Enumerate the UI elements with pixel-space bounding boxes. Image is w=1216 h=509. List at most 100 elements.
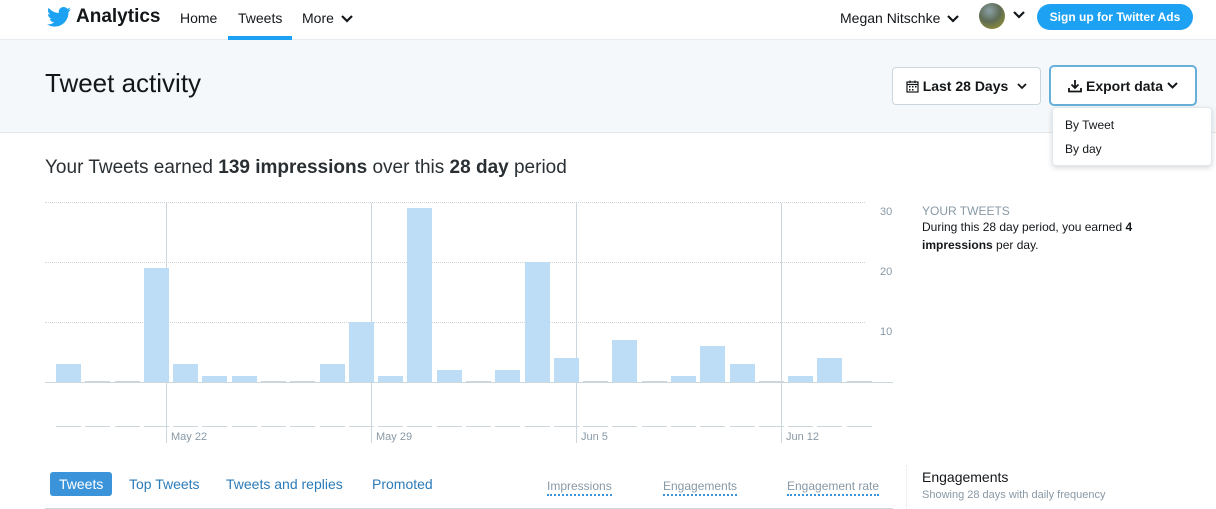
week-separator: [781, 203, 782, 443]
tab-promoted[interactable]: Promoted: [372, 476, 433, 492]
engagement-stub: [466, 426, 491, 427]
engagement-stub: [759, 426, 784, 427]
nav-active-indicator: [228, 36, 292, 40]
x-tick-label: Jun 12: [786, 431, 820, 443]
engagement-stub: [583, 426, 608, 427]
engagement-stub: [261, 426, 286, 427]
side-text-bold: impressions: [922, 238, 993, 252]
nav-tweets[interactable]: Tweets: [238, 10, 283, 26]
your-tweets-text: During this 28 day period, you earned 4 …: [922, 218, 1182, 254]
bar[interactable]: [85, 381, 110, 382]
week-separator: [576, 203, 577, 443]
engagement-stub: [642, 426, 667, 427]
bar[interactable]: [612, 340, 637, 382]
bar[interactable]: [290, 381, 315, 382]
engagement-stub: [437, 426, 462, 427]
engagement-stub: [320, 426, 345, 427]
date-range-button[interactable]: Last 28 Days: [892, 67, 1041, 105]
bar[interactable]: [349, 322, 374, 382]
tweet-tabs: Tweets Top Tweets Tweets and replies Pro…: [45, 470, 893, 509]
date-range-label: Last 28 Days: [922, 78, 1009, 94]
brand[interactable]: Analytics: [47, 6, 160, 28]
bar[interactable]: [817, 358, 842, 382]
bar[interactable]: [261, 381, 286, 382]
nav-more-label: More: [302, 10, 334, 26]
bar[interactable]: [407, 208, 432, 382]
x-tick-label: May 22: [171, 431, 208, 443]
user-menu[interactable]: Megan Nitschke: [840, 10, 960, 26]
chevron-down-icon: [1017, 82, 1027, 89]
engagement-stub: [847, 426, 872, 427]
bar[interactable]: [700, 346, 725, 382]
bar[interactable]: [437, 370, 462, 382]
engagement-stub: [173, 426, 198, 427]
x-axis-baseline: [45, 382, 893, 383]
bar[interactable]: [56, 364, 81, 382]
gridline: [45, 262, 865, 263]
summary-prefix: Your Tweets earned: [45, 157, 219, 178]
page-title: Tweet activity: [45, 68, 202, 98]
metric-impressions[interactable]: Impressions: [547, 479, 612, 496]
nav-home[interactable]: Home: [180, 10, 218, 26]
engagement-stub: [85, 426, 110, 427]
sign-up-ads-button[interactable]: Sign up for Twitter Ads: [1037, 4, 1193, 30]
divider: [906, 465, 907, 509]
bar[interactable]: [788, 376, 813, 382]
avatar[interactable]: [979, 3, 1005, 29]
engagement-stub: [290, 426, 315, 427]
tab-top-tweets[interactable]: Top Tweets: [129, 476, 200, 492]
bar[interactable]: [115, 381, 140, 382]
avatar-chevron-down-icon[interactable]: [1013, 11, 1025, 19]
side-text-prefix: During this 28 day period, you earned: [922, 220, 1126, 234]
nav-more[interactable]: More: [302, 10, 353, 26]
engagement-stub: [612, 426, 637, 427]
metric-engagements[interactable]: Engagements: [663, 479, 738, 496]
bar[interactable]: [378, 376, 403, 382]
gridline: [45, 322, 865, 323]
chevron-down-icon: [947, 15, 960, 23]
bar[interactable]: [495, 370, 520, 382]
bar[interactable]: [671, 376, 696, 382]
bar[interactable]: [554, 358, 579, 382]
bar[interactable]: [202, 376, 227, 382]
tab-tweets[interactable]: Tweets: [50, 472, 113, 496]
x-tick-label: May 29: [376, 431, 413, 443]
page-header: Tweet activity Last 28 Days Export data: [0, 40, 1216, 133]
export-data-button[interactable]: Export data: [1049, 65, 1197, 106]
bar[interactable]: [583, 381, 608, 382]
summary-middle: over this: [367, 157, 450, 178]
tab-tweets-and-replies[interactable]: Tweets and replies: [226, 476, 343, 492]
bar[interactable]: [847, 381, 872, 382]
bar[interactable]: [173, 364, 198, 382]
bar[interactable]: [642, 381, 667, 382]
chevron-down-icon: [341, 15, 353, 23]
impressions-chart: 10 20 30 May 22 May 29 Jun 5 Jun 12: [45, 200, 893, 445]
engagement-stub: [349, 426, 374, 427]
engagements-title: Engagements: [922, 469, 1009, 485]
engagement-stub: [378, 426, 403, 427]
export-by-day[interactable]: By day: [1065, 142, 1102, 156]
engagement-stub: [730, 426, 755, 427]
bar[interactable]: [525, 262, 550, 382]
bar[interactable]: [144, 268, 169, 382]
export-dropdown-menu: By Tweet By day: [1052, 107, 1212, 166]
engagement-stub: [671, 426, 696, 427]
user-name: Megan Nitschke: [840, 10, 941, 26]
engagement-stub: [115, 426, 140, 427]
side-text-suffix: per day.: [992, 238, 1039, 252]
bar[interactable]: [730, 364, 755, 382]
side-value: 4: [1125, 220, 1133, 234]
engagement-stub: [554, 426, 579, 427]
top-nav: Analytics Home Tweets More Megan Nitschk…: [0, 0, 1216, 40]
bar[interactable]: [232, 376, 257, 382]
engagement-stub: [56, 426, 81, 427]
bar[interactable]: [320, 364, 345, 382]
export-by-tweet[interactable]: By Tweet: [1065, 118, 1115, 132]
summary-period: 28 day: [449, 157, 509, 178]
twitter-bird-icon: [47, 7, 71, 27]
bar[interactable]: [466, 381, 491, 382]
engagement-stub: [144, 426, 169, 427]
bar[interactable]: [759, 381, 784, 382]
export-data-label: Export data: [1085, 77, 1163, 94]
metric-engagement-rate[interactable]: Engagement rate: [787, 479, 880, 496]
